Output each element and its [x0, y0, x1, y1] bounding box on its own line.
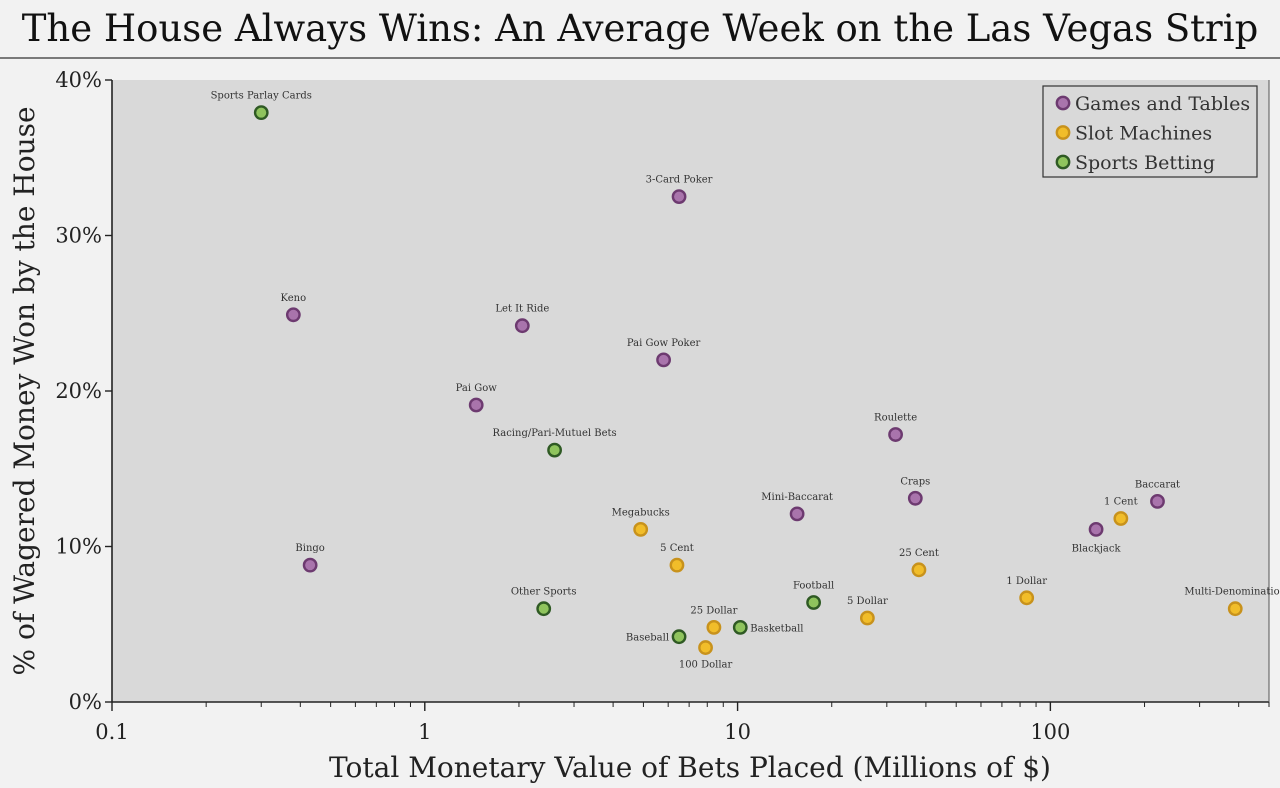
- data-point-25-cent: [911, 562, 927, 578]
- point-label-pai-gow: Pai Gow: [456, 383, 498, 394]
- data-point-mini-baccarat: [789, 506, 805, 522]
- point-label-roulette: Roulette: [874, 413, 917, 424]
- axis-ticks: 0% 10% 20% 30% 40% 0.1 1 10 100: [55, 68, 1270, 744]
- legend-label-2: Slot Machines: [1075, 123, 1212, 145]
- point-label-mini-baccarat: Mini-Baccarat: [761, 492, 833, 503]
- y-tick-label: 40%: [55, 68, 102, 92]
- point-label-megabucks: Megabucks: [612, 507, 670, 518]
- x-tick-label: 100: [1030, 720, 1070, 744]
- legend-box: [1042, 85, 1258, 178]
- legend: Games and Tables Slot Machines Sports Bett…: [1042, 85, 1258, 178]
- y-tick-label: 0%: [69, 690, 102, 714]
- point-label-25-dollar: 25 Dollar: [690, 605, 737, 616]
- data-point-sports-parlay-cards: [253, 105, 269, 121]
- point-label-let-it-ride: Let It Ride: [495, 304, 549, 315]
- y-axis-label: % of Wagered Money Won by the House: [8, 106, 41, 675]
- legend-marker-1: [1055, 95, 1071, 111]
- data-point-3-card-poker: [671, 189, 687, 205]
- point-label-basketball: Basketball: [750, 623, 803, 634]
- data-point-multi-denomination: [1227, 601, 1243, 617]
- data-point-roulette: [888, 427, 903, 442]
- data-point-baccarat: [1150, 494, 1165, 509]
- chart-title: The House Always Wins: An Average Week o…: [22, 7, 1259, 50]
- data-point-25-dollar: [706, 619, 722, 635]
- data-point-baseball: [671, 629, 687, 645]
- y-tick-label: 10%: [55, 535, 102, 559]
- data-point-1-dollar: [1019, 590, 1035, 606]
- point-label-5-cent: 5 Cent: [660, 543, 694, 554]
- point-label-baccarat: Baccarat: [1135, 479, 1180, 490]
- point-label-multi-denomination: Multi-Denomination: [1184, 587, 1280, 598]
- point-label-blackjack: Blackjack: [1072, 543, 1122, 554]
- point-labels: 3-Card Poker Keno Let It Ride Pai Gow Poker…: [211, 91, 1280, 671]
- data-point-5-dollar: [859, 610, 875, 626]
- data-point-craps: [907, 490, 923, 506]
- point-label-bingo: Bingo: [295, 543, 324, 554]
- point-label-3-card-poker: 3-Card Poker: [646, 175, 713, 186]
- x-tick-label: 10: [724, 720, 751, 744]
- data-point-5-cent: [669, 557, 685, 573]
- plot-area: [112, 80, 1269, 702]
- data-point-keno: [285, 307, 301, 323]
- point-label-1-dollar: 1 Dollar: [1006, 576, 1047, 587]
- point-label-25-cent: 25 Cent: [899, 548, 939, 559]
- x-tick-label: 1: [418, 720, 431, 744]
- point-label-5-dollar: 5 Dollar: [847, 596, 888, 607]
- y-tick-label: 20%: [55, 379, 102, 403]
- data-point-1-cent: [1113, 511, 1129, 526]
- data-point-pai-gow: [468, 397, 484, 413]
- point-label-keno: Keno: [281, 293, 307, 304]
- data-point-pai-gow-poker: [656, 352, 671, 368]
- data-points: [253, 105, 1243, 655]
- point-label-sports-parlay-cards: Sports Parlay Cards: [211, 91, 312, 102]
- data-point-other-sports: [536, 601, 552, 617]
- legend-label-1: Games and Tables: [1075, 93, 1250, 115]
- point-label-football: Football: [793, 580, 834, 591]
- point-label-1-cent: 1 Cent: [1104, 497, 1138, 508]
- data-point-100-dollar: [698, 640, 713, 655]
- legend-marker-2: [1055, 125, 1071, 140]
- data-point-megabucks: [633, 521, 649, 537]
- y-tick-label: 30%: [55, 224, 102, 248]
- data-point-bingo: [302, 557, 318, 573]
- legend-label-3: Sports Betting: [1075, 152, 1215, 174]
- point-label-pai-gow-poker: Pai Gow Poker: [627, 338, 701, 349]
- data-point-football: [806, 595, 821, 610]
- point-label-100-dollar: 100 Dollar: [679, 660, 733, 671]
- x-tick-label: 0.1: [95, 720, 128, 744]
- point-label-racing-pari-mutuel-bets: Racing/Pari-Mutuel Bets: [492, 428, 616, 439]
- legend-marker-3: [1055, 154, 1071, 170]
- data-point-basketball: [732, 619, 748, 635]
- data-point-racing-pari-mutuel-bets: [547, 442, 562, 458]
- data-point-blackjack: [1088, 521, 1104, 537]
- point-label-baseball: Baseball: [626, 633, 669, 644]
- x-axis-label: Total Monetary Value of Bets Placed (Mil…: [329, 751, 1051, 784]
- data-point-let-it-ride: [514, 318, 530, 334]
- point-label-other-sports: Other Sports: [511, 587, 577, 598]
- point-label-craps: Craps: [900, 476, 930, 487]
